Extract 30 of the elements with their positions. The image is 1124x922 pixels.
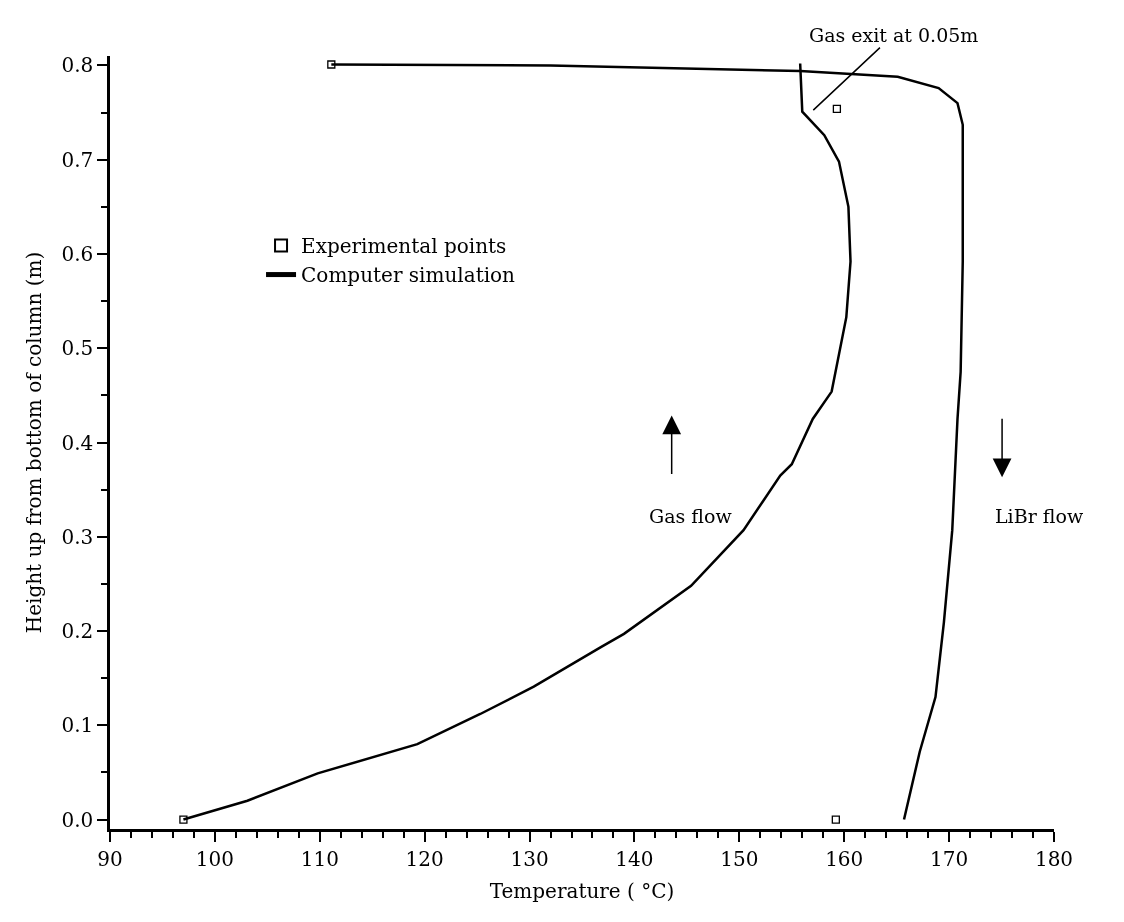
y-tick-label: 0.4 — [61, 430, 94, 455]
y-tick-label: 0.1 — [61, 713, 94, 738]
x-tick-label: 90 — [97, 846, 123, 871]
x-tick-label: 150 — [720, 846, 759, 871]
x-tick-label: 130 — [510, 846, 549, 871]
x-axis-title: Temperature ( °C) — [489, 879, 675, 904]
y-tick-label: 0.6 — [61, 241, 94, 266]
x-tick-label: 110 — [300, 846, 339, 871]
annotation: Gas flow — [649, 505, 733, 527]
y-tick-label: 0.0 — [61, 807, 94, 832]
annotation: LiBr flow — [995, 505, 1084, 527]
x-tick-label: 160 — [825, 846, 864, 871]
text: Gas exit at 0.05m — [809, 24, 979, 46]
y-tick-label: 0.5 — [61, 336, 94, 361]
y-tick-label: 0.3 — [61, 524, 94, 549]
point — [832, 104, 842, 113]
x-tick-label: 140 — [615, 846, 654, 871]
y-axis-title: Height up from bottom of column (m) — [21, 251, 46, 634]
point — [831, 815, 840, 824]
x-tick-label: 100 — [195, 846, 234, 871]
point — [327, 60, 336, 69]
legend-label: Computer simulation — [301, 263, 516, 288]
legend-label: Experimental points — [301, 234, 507, 259]
x-tick-label: 180 — [1034, 846, 1074, 871]
y-tick-label: 0.8 — [61, 53, 94, 78]
x-tick-label: 170 — [930, 846, 969, 871]
point — [179, 815, 188, 824]
x-tick-label: 120 — [405, 846, 444, 871]
y-tick-label: 0.2 — [61, 619, 94, 644]
y-tick-label: 0.7 — [61, 147, 94, 172]
